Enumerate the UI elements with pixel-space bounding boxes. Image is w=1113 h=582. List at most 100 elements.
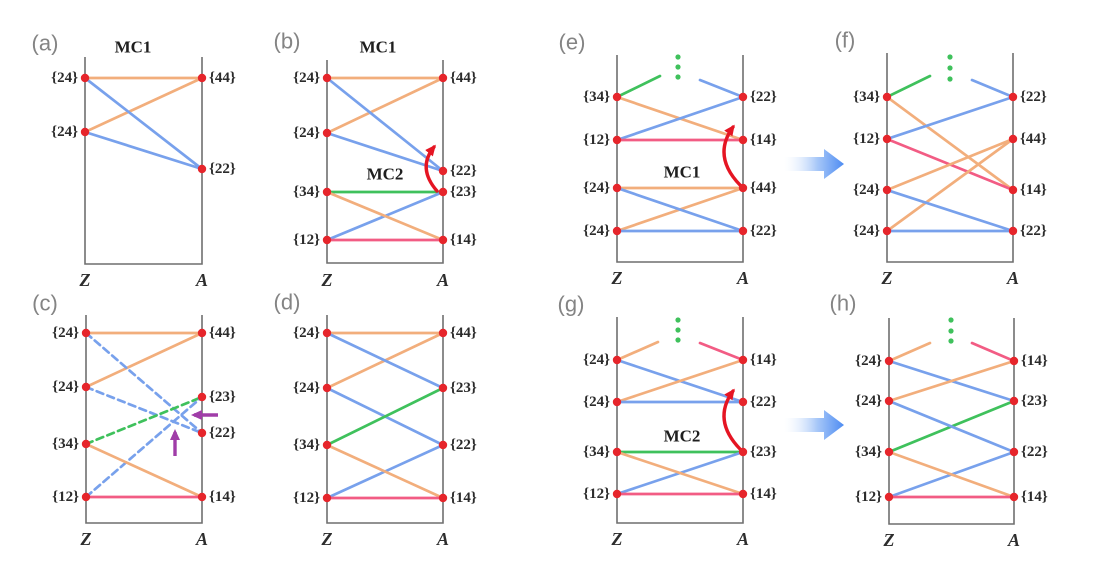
panel-f: (f) Z A {34} {12} {24} {24} {22} {44} {14} {22} <box>835 28 1047 289</box>
node <box>612 489 622 499</box>
node-label: {24} <box>293 325 320 341</box>
node-label: {23} <box>450 184 477 200</box>
panel-frame <box>85 315 203 524</box>
node-label: {12} <box>853 131 880 147</box>
node <box>1009 356 1019 366</box>
edge-blue <box>887 399 1016 454</box>
node-label: {44} <box>209 70 236 86</box>
node-label: {14} <box>209 489 236 505</box>
edge-blue <box>615 186 745 233</box>
node <box>81 328 91 338</box>
panel-frame <box>326 315 444 524</box>
panel-frame <box>886 53 1014 263</box>
panel-frame <box>326 60 444 264</box>
node-label: {24} <box>855 393 882 409</box>
node-label: {24} <box>853 223 880 239</box>
node <box>197 428 207 438</box>
panel-letter: (f) <box>835 28 856 53</box>
node-label: {22} <box>750 223 777 239</box>
axis-label-z: Z <box>883 530 895 550</box>
node-label: {24} <box>52 325 79 341</box>
edge-orange <box>84 442 204 499</box>
ellipsis-dot <box>675 74 681 80</box>
node <box>438 73 448 83</box>
node-label: {24} <box>51 124 78 140</box>
panel-g: (g) MC2 Z A {24} {24} {34} {12} {14} {22} {23} {14} <box>558 292 777 550</box>
axis-label-a: A <box>195 270 208 290</box>
edge-blue <box>325 131 445 173</box>
panel-c: (c) Z A {24} {24} {34} {12} {44} {23} {22} {14} <box>32 291 236 550</box>
edge-blue <box>885 188 1015 233</box>
panel-e: (e) MC1 Z A {34} {12} {24} {24} {22} {14} {44} {22} <box>559 30 777 289</box>
ellipsis-dot <box>675 317 681 323</box>
partial-edge-blue <box>970 78 1015 99</box>
edge-green <box>84 395 204 446</box>
node <box>612 397 622 407</box>
node-label: {12} <box>583 132 610 148</box>
node <box>322 187 332 197</box>
node <box>197 164 207 174</box>
node <box>884 492 894 502</box>
edge-blue <box>83 130 204 171</box>
node <box>197 492 207 502</box>
node <box>738 489 748 499</box>
panel-letter: (b) <box>274 29 301 54</box>
ellipsis-dot <box>675 327 681 333</box>
edge-blue <box>84 395 204 499</box>
node-label: {24} <box>293 125 320 141</box>
node-label: {12} <box>583 486 610 502</box>
axis-label-a: A <box>436 529 449 549</box>
axis-label-a: A <box>436 270 449 290</box>
node <box>738 135 748 145</box>
edge-orange <box>84 331 204 389</box>
panel-title: MC2 <box>664 427 701 446</box>
ellipsis-dot <box>675 54 681 60</box>
edge-orange <box>887 450 1016 499</box>
node-label: {44} <box>1020 131 1047 147</box>
edge-green <box>325 386 445 447</box>
node <box>612 92 622 102</box>
node <box>738 226 748 236</box>
node <box>1008 226 1018 236</box>
ellipsis-dot <box>675 337 681 343</box>
ellipsis-dot <box>948 317 954 323</box>
node-label: {34} <box>855 444 882 460</box>
node-label: {44} <box>750 180 777 196</box>
red-curved-arrow <box>722 124 742 187</box>
node <box>1008 185 1018 195</box>
node <box>738 92 748 102</box>
node <box>322 328 332 338</box>
node-label: {24} <box>583 180 610 196</box>
node <box>884 447 894 457</box>
node <box>438 328 448 338</box>
node-label: {34} <box>293 437 320 453</box>
panel-frame <box>888 318 1015 525</box>
node-label: {22} <box>750 89 777 105</box>
node-label: {44} <box>450 325 477 341</box>
axis-label-z: Z <box>80 529 92 549</box>
node-label: {34} <box>583 89 610 105</box>
node-label: {22} <box>209 425 236 441</box>
node <box>882 185 892 195</box>
node-label: {22} <box>1021 444 1048 460</box>
edge-orange <box>885 137 1015 192</box>
node <box>882 92 892 102</box>
node-label: {34} <box>853 89 880 105</box>
node <box>80 73 90 83</box>
node-label: {24} <box>583 394 610 410</box>
partial-edge-green <box>615 74 662 99</box>
node-label: {34} <box>52 436 79 452</box>
axis-label-z: Z <box>321 529 333 549</box>
partial-edge-pink <box>970 341 1016 363</box>
node-label: {24} <box>853 182 880 198</box>
node-label: {24} <box>583 352 610 368</box>
panel-d: (d) Z A {24} {24} {34} {12} {44} {23} {22} {14} <box>274 290 477 550</box>
node <box>612 355 622 365</box>
edge-orange <box>887 359 1016 403</box>
ellipsis-dot <box>947 65 953 71</box>
edge-blue <box>885 95 1015 141</box>
edge-blue <box>615 95 745 142</box>
edge-blue <box>84 331 204 435</box>
